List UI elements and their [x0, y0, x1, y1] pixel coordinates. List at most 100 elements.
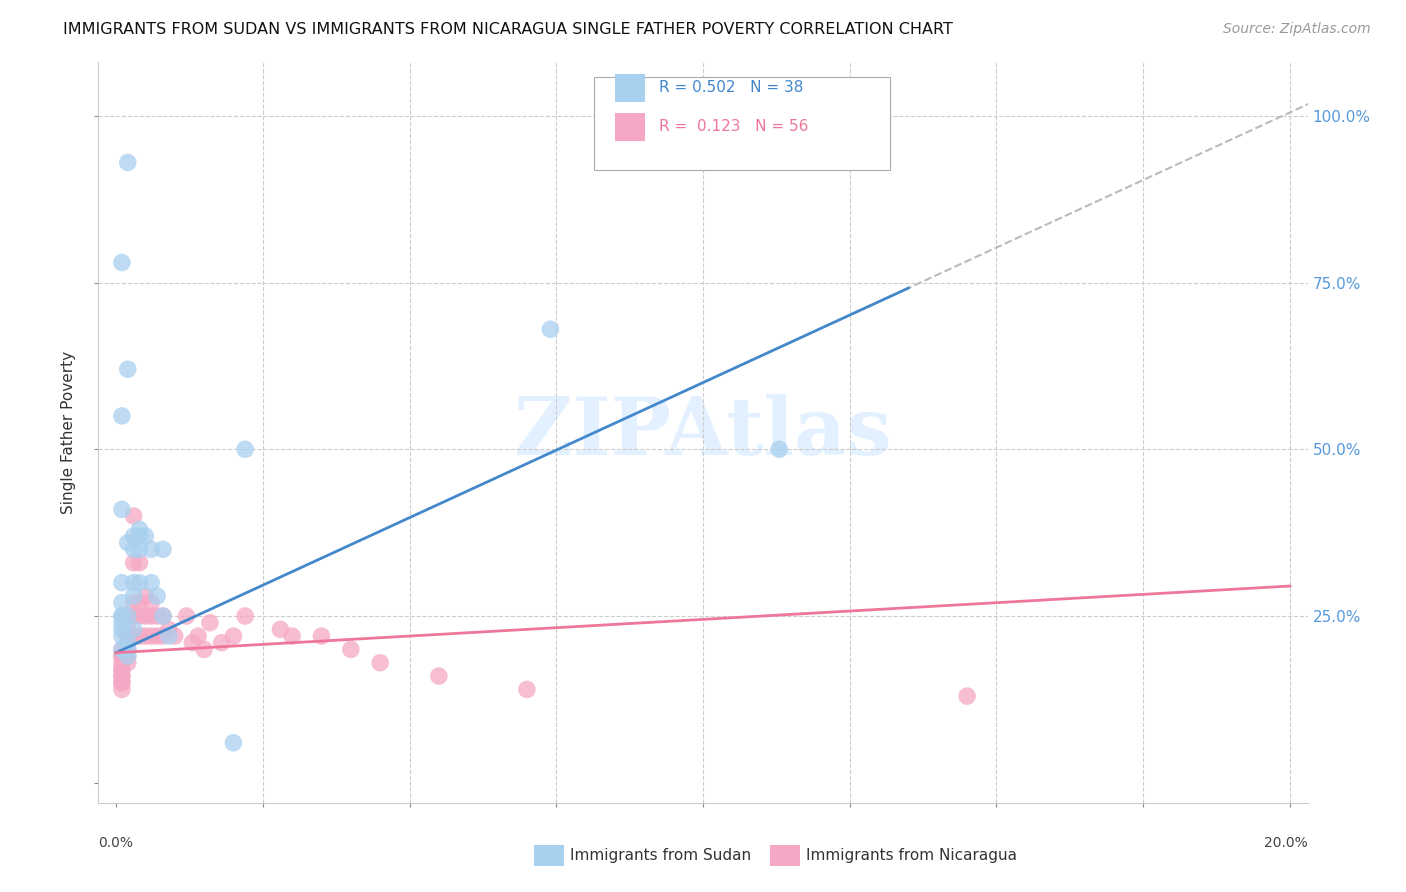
Point [128, 522, 150, 536]
Point [122, 609, 145, 624]
Point [111, 675, 134, 690]
Point [111, 669, 134, 683]
Point [117, 155, 139, 169]
Text: ZIPAtlas: ZIPAtlas [515, 393, 891, 472]
Text: 0.0%: 0.0% [98, 836, 134, 850]
Point [117, 656, 139, 670]
Point [117, 362, 139, 376]
Point [141, 629, 163, 643]
Point [181, 636, 204, 650]
Text: R =  0.123   N = 56: R = 0.123 N = 56 [659, 120, 808, 135]
Y-axis label: Single Father Poverty: Single Father Poverty [60, 351, 76, 514]
Point [111, 662, 134, 676]
Point [111, 609, 134, 624]
Point [128, 542, 150, 557]
Point [157, 629, 180, 643]
Point [134, 629, 156, 643]
Point [122, 556, 145, 570]
Point [111, 629, 134, 643]
Text: Source: ZipAtlas.com: Source: ZipAtlas.com [1223, 22, 1371, 37]
Point [117, 642, 139, 657]
Bar [614, 112, 645, 141]
Bar [769, 845, 800, 866]
Point [117, 609, 139, 624]
Point [122, 629, 145, 643]
Bar [534, 845, 564, 866]
Point [111, 615, 134, 630]
Point [111, 596, 134, 610]
Point [141, 609, 163, 624]
Point [128, 596, 150, 610]
Point [281, 629, 304, 643]
Point [111, 623, 134, 637]
Point [111, 656, 134, 670]
Point [117, 648, 139, 663]
Point [211, 636, 233, 650]
Point [768, 442, 790, 457]
Text: R = 0.502   N = 38: R = 0.502 N = 38 [659, 80, 804, 95]
Point [368, 656, 391, 670]
Point [117, 636, 139, 650]
Point [152, 542, 174, 557]
Point [141, 575, 163, 590]
Point [111, 648, 134, 663]
Point [122, 508, 145, 523]
Point [111, 675, 134, 690]
Point [117, 623, 139, 637]
Point [146, 609, 169, 624]
Point [176, 609, 198, 624]
Text: Immigrants from Nicaragua: Immigrants from Nicaragua [806, 848, 1017, 863]
Point [152, 609, 174, 624]
Point [111, 255, 134, 269]
Point [122, 596, 145, 610]
Point [152, 629, 174, 643]
Point [128, 556, 150, 570]
Point [516, 682, 538, 697]
Point [311, 629, 333, 643]
Text: 20.0%: 20.0% [1264, 836, 1308, 850]
Point [233, 442, 256, 457]
Point [111, 662, 134, 676]
Point [117, 609, 139, 624]
Point [111, 642, 134, 657]
Point [117, 535, 139, 549]
Point [956, 689, 979, 703]
Point [187, 629, 209, 643]
Point [111, 642, 134, 657]
Point [122, 529, 145, 543]
Point [146, 589, 169, 603]
Point [146, 629, 169, 643]
Point [141, 542, 163, 557]
Point [141, 596, 163, 610]
Point [117, 642, 139, 657]
Point [111, 502, 134, 516]
Point [117, 636, 139, 650]
Point [122, 575, 145, 590]
Point [193, 642, 215, 657]
Point [128, 629, 150, 643]
Point [122, 542, 145, 557]
Point [427, 669, 450, 683]
Point [198, 615, 221, 630]
Point [117, 629, 139, 643]
Point [538, 322, 561, 336]
Point [340, 642, 363, 657]
Point [157, 623, 180, 637]
Point [269, 623, 291, 637]
Point [117, 609, 139, 624]
Point [111, 409, 134, 423]
Point [128, 529, 150, 543]
Point [117, 648, 139, 663]
Point [122, 589, 145, 603]
Point [128, 575, 150, 590]
Point [111, 669, 134, 683]
Point [134, 609, 156, 624]
Point [134, 589, 156, 603]
Point [128, 609, 150, 624]
Point [134, 529, 156, 543]
Point [111, 648, 134, 663]
Point [222, 629, 245, 643]
Point [111, 609, 134, 624]
Point [163, 629, 186, 643]
Point [111, 682, 134, 697]
